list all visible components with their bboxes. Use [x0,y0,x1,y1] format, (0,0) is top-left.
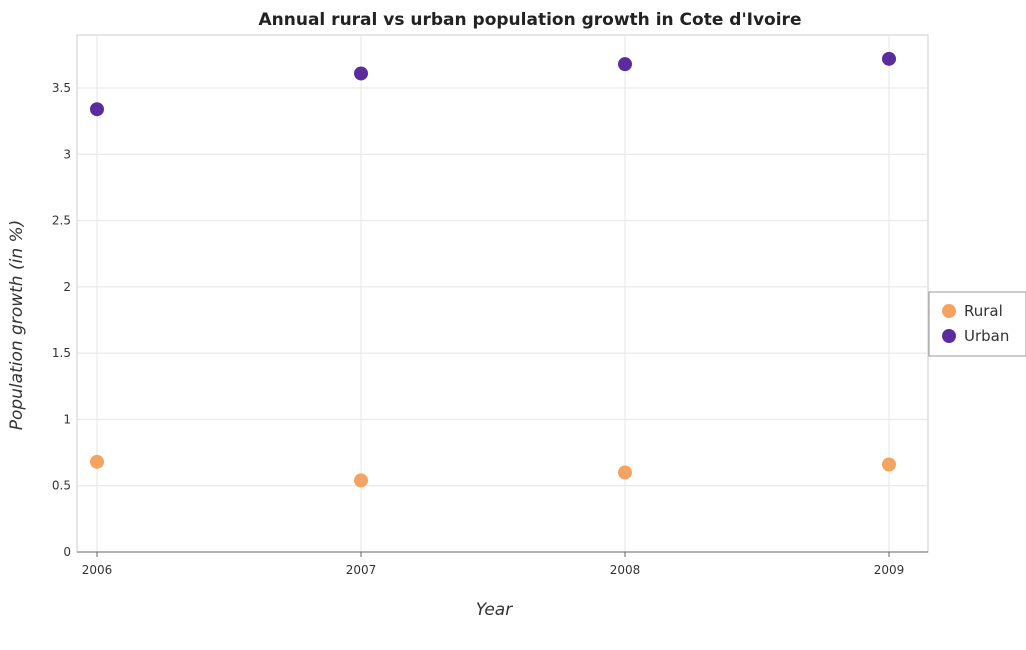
legend-label-rural: Rural [964,302,1003,320]
y-tick-label: 2.5 [52,214,71,228]
data-point-rural [618,465,632,480]
chart-title: Annual rural vs urban population growth … [259,10,802,30]
data-point-rural [882,457,896,472]
y-tick-label: 0 [63,545,71,559]
y-tick-label: 0.5 [52,479,71,493]
data-point-urban [882,51,896,66]
legend-label-urban: Urban [964,327,1009,345]
data-point-urban [90,102,104,117]
x-tick-label: 2007 [346,563,377,577]
data-point-urban [354,66,368,81]
legend-marker-rural [942,304,956,318]
x-tick-label: 2008 [610,563,641,577]
y-axis-title: Population growth (in %) [7,220,27,431]
x-tick-label: 2006 [82,563,113,577]
legend: Rural Urban [928,291,1026,357]
y-tick-label: 3.5 [52,81,71,95]
x-axis-title: Year [476,600,513,620]
legend-marker-urban [942,329,956,343]
plot-area: 0 0.5 1 1.5 2 2.5 3 3.5 2006 2007 2008 2009 [52,34,929,577]
y-tick-label: 1.5 [52,346,71,360]
data-point-urban [618,57,632,72]
x-tick-label: 2009 [874,563,905,577]
plot-frame [76,34,929,553]
y-tick-label: 2 [63,280,71,294]
data-point-rural [90,454,104,469]
y-tick-label: 1 [63,412,71,426]
legend-box [928,291,1026,357]
data-point-rural [354,473,368,488]
y-tick-label: 3 [63,147,71,161]
